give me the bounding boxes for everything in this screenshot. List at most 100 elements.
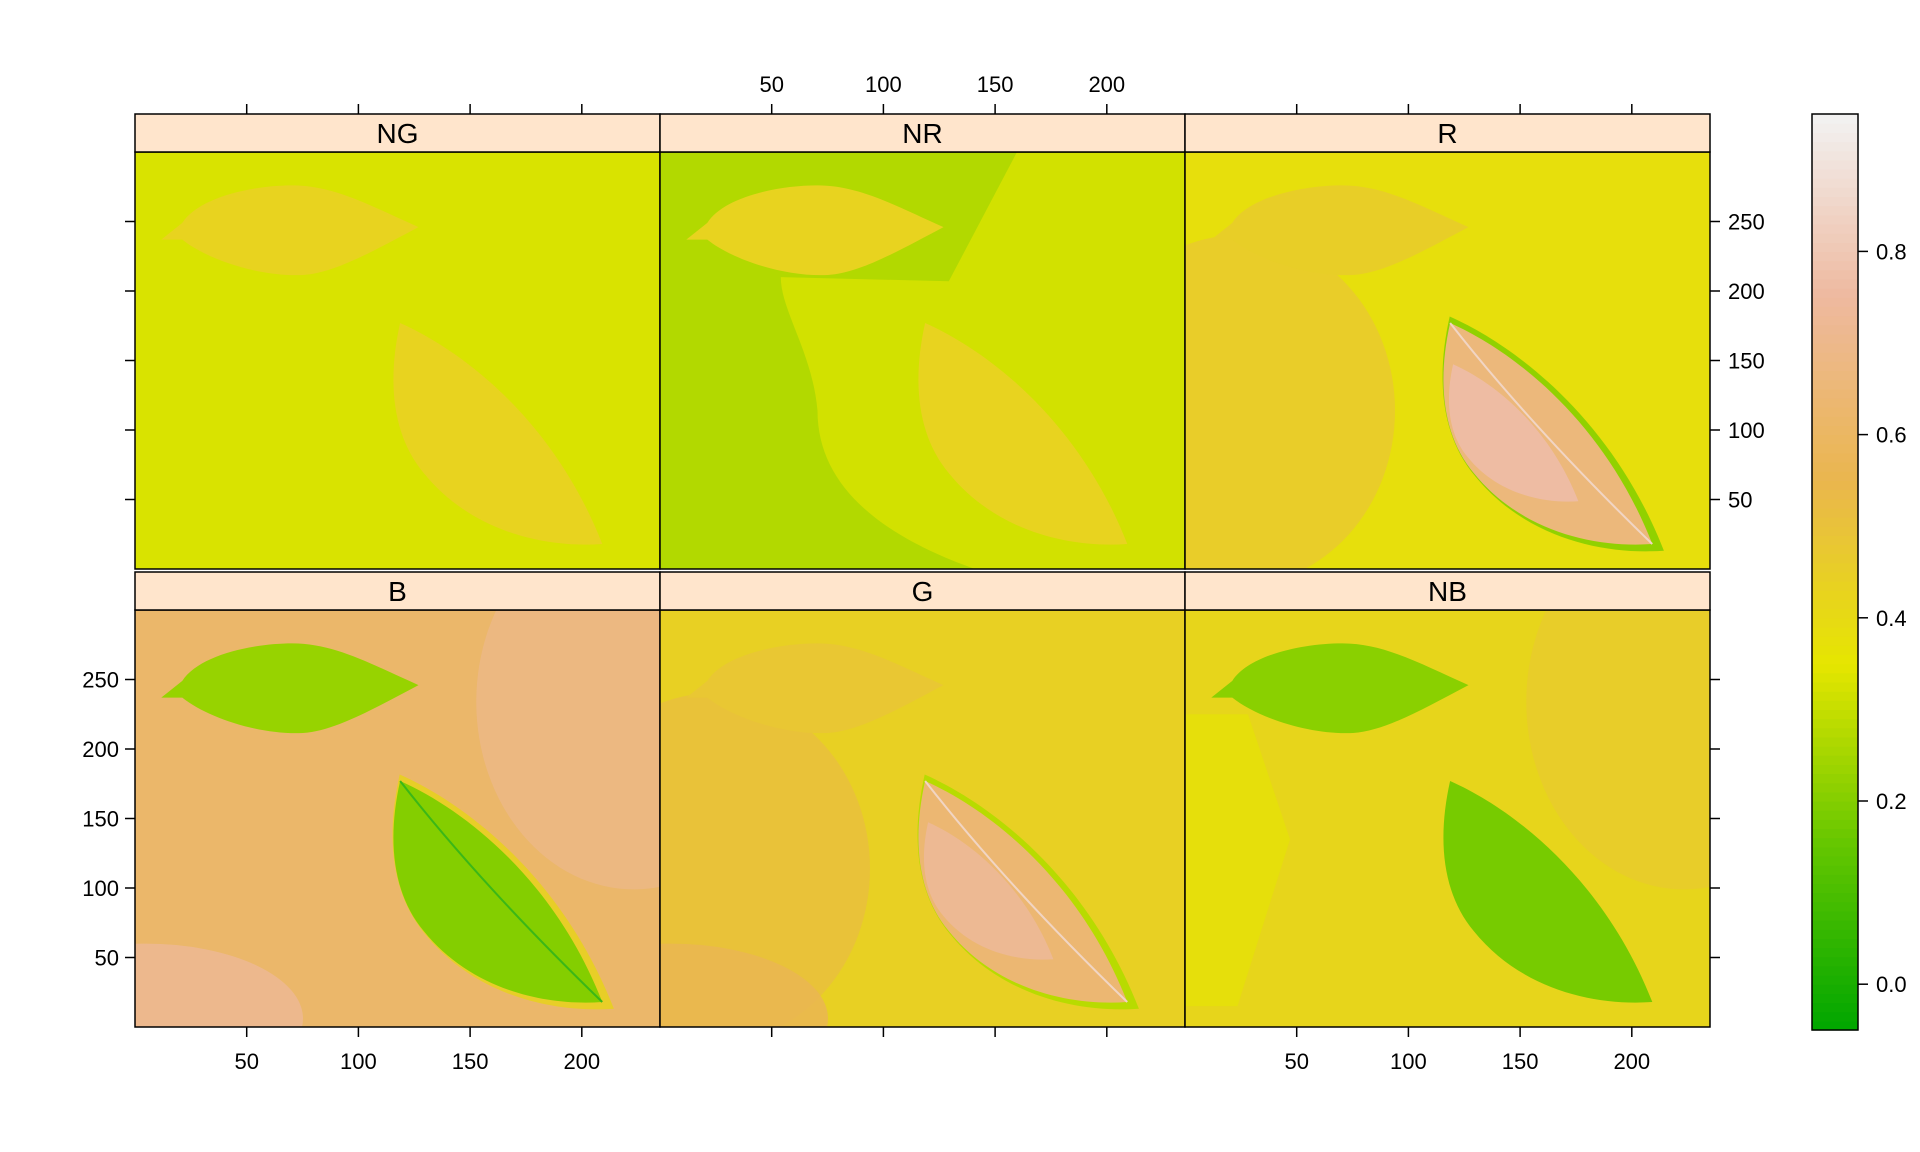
colorkey-cell xyxy=(1812,727,1858,738)
colorkey-cell xyxy=(1812,874,1858,885)
colorkey-cell xyxy=(1812,920,1858,930)
colorkey-cell xyxy=(1812,379,1858,390)
panel-nb-leaf-diagonal xyxy=(1443,781,1653,1003)
colorkey-cell xyxy=(1812,626,1858,637)
panel-ng-leaf-diagonal xyxy=(393,323,603,545)
colorkey-tick-label: 0.6 xyxy=(1876,423,1907,448)
panel-g-leaf-horizontal xyxy=(686,643,944,734)
colorkey-cell xyxy=(1812,507,1858,518)
colorkey-cell xyxy=(1812,306,1858,317)
colorkey-cell xyxy=(1812,791,1858,802)
panels-group: NG NR R B G NB xyxy=(134,113,1711,1028)
x-tick-label: 200 xyxy=(1613,1049,1650,1074)
panel-b-bottom-left-glow xyxy=(135,943,303,1027)
colorkey-cell xyxy=(1812,645,1858,656)
colorkey-cell xyxy=(1812,114,1858,124)
colorkey-cell xyxy=(1812,681,1858,692)
colorkey-cell xyxy=(1812,1002,1858,1013)
strip-nr xyxy=(659,113,1186,153)
colorkey-cell xyxy=(1812,901,1858,912)
panel-r-midrib xyxy=(1449,322,1653,545)
strip-g xyxy=(659,571,1186,611)
colorkey-cell xyxy=(1812,562,1858,573)
colorkey-cell xyxy=(1812,462,1858,472)
colorkey-cell xyxy=(1812,159,1858,170)
panel-nr-leaf-diagonal xyxy=(918,323,1128,545)
colorkey-cell xyxy=(1812,443,1858,454)
panel-r-leaf-diagonal-core xyxy=(1448,364,1579,502)
colorkey-tick-label: 0.2 xyxy=(1876,789,1907,814)
strip-label-g: G xyxy=(912,576,934,607)
colorkey-cell xyxy=(1812,572,1858,582)
colorkey-cell xyxy=(1812,837,1858,848)
colorkey-cell xyxy=(1812,1011,1858,1022)
colorkey-cell xyxy=(1812,718,1858,729)
colorkey-cell xyxy=(1812,141,1858,152)
colorkey-cell xyxy=(1812,425,1858,436)
colorkey-cell xyxy=(1812,434,1858,445)
strip-label-b: B xyxy=(388,576,407,607)
colorkey-cell xyxy=(1812,233,1858,243)
panel-g-left-glow xyxy=(660,693,870,1027)
colorkey-cell xyxy=(1812,123,1858,133)
x-tick-label: 200 xyxy=(563,1049,600,1074)
panel-b-leaf-horizontal xyxy=(161,643,419,734)
colorkey-cell xyxy=(1812,297,1858,307)
panel-r: R xyxy=(1184,113,1711,570)
colorkey-cell xyxy=(1812,938,1858,949)
colorkey-cell xyxy=(1812,489,1858,500)
x-tick-label: 100 xyxy=(1390,1049,1427,1074)
colorkey-cell xyxy=(1812,965,1858,976)
strip-ng xyxy=(134,113,661,153)
colorkey-cell xyxy=(1812,223,1858,234)
colorkey-cell xyxy=(1812,581,1858,591)
colorkey-cell xyxy=(1812,700,1858,710)
colorkey-cell xyxy=(1812,388,1858,399)
colorkey-tick-label: 0.0 xyxy=(1876,972,1907,997)
colorkey-cell xyxy=(1812,810,1858,820)
colorkey-cell xyxy=(1812,480,1858,491)
colorkey-cell xyxy=(1812,214,1858,225)
y-tick-label: 150 xyxy=(1728,349,1765,374)
panel-b-midrib xyxy=(399,780,603,1003)
x-tick-label: 50 xyxy=(759,72,783,97)
colorkey-cell xyxy=(1812,892,1858,903)
colorkey-cell xyxy=(1812,324,1858,335)
colorkey-cell xyxy=(1812,517,1858,527)
colorkey-cell xyxy=(1812,260,1858,271)
colorkey-cell xyxy=(1812,416,1858,427)
colorkey-cell xyxy=(1812,956,1858,967)
colorkey-cell xyxy=(1812,187,1858,198)
colorkey-cell xyxy=(1812,343,1858,353)
panel-g: G xyxy=(659,571,1186,1028)
colorkey-cell xyxy=(1812,1020,1858,1031)
colorkey-cell xyxy=(1812,755,1858,765)
strip-label-r: R xyxy=(1437,118,1457,149)
panel-r-leaf-horizontal xyxy=(1211,185,1469,276)
colorkey-cell xyxy=(1812,984,1858,994)
colorkey-cell xyxy=(1812,132,1858,143)
colorkey-cell xyxy=(1812,498,1858,509)
panel-nb-left-strip xyxy=(1185,714,1290,1007)
strip-nb xyxy=(1184,571,1711,611)
y-tick-label: 50 xyxy=(95,946,119,971)
x-tick-label: 150 xyxy=(977,72,1014,97)
colorkey: 0.0 0.2 0.4 0.6 0.8 xyxy=(1811,113,1907,1031)
panel-g-leaf-diagonal-core xyxy=(923,822,1054,960)
colorkey-cell xyxy=(1812,828,1858,839)
colorkey-cell xyxy=(1812,590,1858,601)
panel-nb-right-glow xyxy=(1526,610,1710,890)
colorkey-cell xyxy=(1812,846,1858,857)
strip-label-ng: NG xyxy=(377,118,419,149)
colorkey-cell xyxy=(1812,608,1858,619)
panel-nb-leaf-horizontal xyxy=(1211,643,1469,734)
y-tick-label: 100 xyxy=(1728,418,1765,443)
colorkey-cell xyxy=(1812,975,1858,985)
colorkey-cell xyxy=(1812,801,1858,811)
x-tick-label: 50 xyxy=(234,1049,258,1074)
panel-r-left-glow xyxy=(1185,235,1395,569)
colorkey-cell xyxy=(1812,736,1858,747)
x-tick-label: 100 xyxy=(865,72,902,97)
x-tick-label: 150 xyxy=(452,1049,489,1074)
